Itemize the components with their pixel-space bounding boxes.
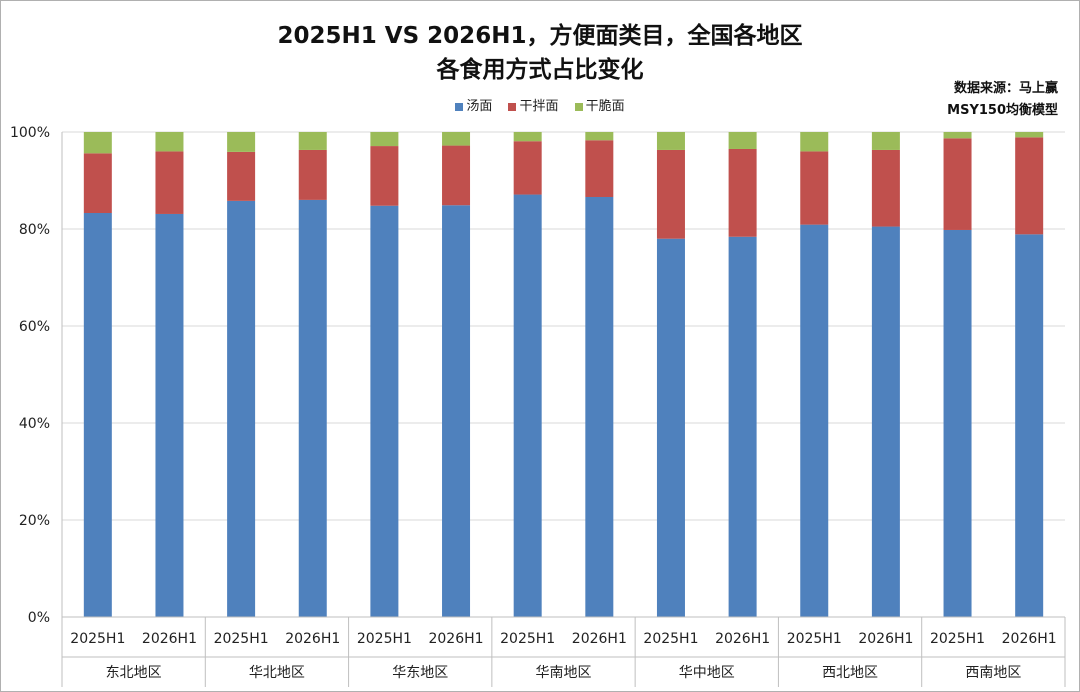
bar-segment-干拌面 <box>227 151 256 201</box>
bar-segment-汤面 <box>871 226 900 617</box>
x-tick-label: 2025H1 <box>500 631 555 647</box>
bar-segment-干脆面 <box>585 132 614 141</box>
bar-segment-干脆面 <box>370 132 399 147</box>
bar-segment-干拌面 <box>800 151 829 225</box>
legend-label-汤面: 汤面 <box>466 99 493 114</box>
y-tick-label: 100% <box>10 125 50 141</box>
bar-segment-干脆面 <box>800 132 829 152</box>
bar-segment-汤面 <box>1015 234 1044 617</box>
group-label: 华南地区 <box>536 665 592 681</box>
group-label: 华北地区 <box>249 665 305 681</box>
chart-title-line-1: 2025H1 VS 2026H1，方便面类目，全国各地区 <box>277 23 803 49</box>
chart-title-line-2: 各食用方式占比变化 <box>436 57 644 83</box>
x-tick-label: 2025H1 <box>930 631 985 647</box>
bar-segment-干拌面 <box>871 149 900 227</box>
bar-segment-干脆面 <box>943 132 972 139</box>
data-source: 数据来源：马上赢 <box>953 81 1058 96</box>
legend-item-干脆面: 干脆面 <box>574 95 625 114</box>
group-label: 西北地区 <box>822 665 878 681</box>
legend-label-干拌面: 干拌面 <box>519 99 559 114</box>
bar-segment-干脆面 <box>656 132 685 150</box>
bar-segment-干拌面 <box>442 145 471 206</box>
bar-segment-干拌面 <box>513 141 542 195</box>
bar-segment-干拌面 <box>1015 137 1044 235</box>
group-label: 华中地区 <box>679 665 735 681</box>
bar-segment-汤面 <box>943 229 972 617</box>
bar-segment-干拌面 <box>370 146 399 206</box>
bar-segment-汤面 <box>155 213 184 617</box>
bar-segment-汤面 <box>83 212 112 617</box>
x-tick-label: 2026H1 <box>858 631 913 647</box>
bar-segment-汤面 <box>513 194 542 617</box>
y-tick-label: 0% <box>28 610 50 626</box>
bar-segment-干脆面 <box>513 132 542 142</box>
x-tick-label: 2026H1 <box>572 631 627 647</box>
bar-segment-干脆面 <box>871 132 900 150</box>
bar-segment-干拌面 <box>298 149 327 200</box>
x-tick-label: 2025H1 <box>70 631 125 647</box>
legend-item-干拌面: 干拌面 <box>508 95 559 114</box>
x-tick-label: 2025H1 <box>357 631 412 647</box>
bar-segment-干拌面 <box>585 140 614 197</box>
bar-segment-干拌面 <box>656 149 685 239</box>
legend-label-干脆面: 干脆面 <box>585 99 625 114</box>
data-model: MSY150均衡模型 <box>947 103 1058 118</box>
x-tick-label: 2026H1 <box>715 631 770 647</box>
group-label: 华东地区 <box>392 665 448 681</box>
legend-swatch-汤面 <box>455 102 464 111</box>
y-tick-label: 20% <box>19 513 50 529</box>
y-tick-label: 80% <box>19 222 50 238</box>
bar-segment-汤面 <box>800 224 829 617</box>
x-tick-label: 2025H1 <box>214 631 269 647</box>
bar-segment-汤面 <box>442 205 471 618</box>
bar-segment-汤面 <box>370 205 399 617</box>
group-label: 东北地区 <box>106 665 162 681</box>
legend-swatch-干拌面 <box>508 102 517 111</box>
bar-segment-干脆面 <box>728 132 757 149</box>
legend-swatch-干脆面 <box>574 102 583 111</box>
x-tick-label: 2025H1 <box>787 631 842 647</box>
bar-segment-干脆面 <box>227 132 256 152</box>
legend-item-汤面: 汤面 <box>455 95 492 114</box>
x-tick-label: 2026H1 <box>1002 631 1057 647</box>
group-label: 西南地区 <box>965 665 1021 681</box>
bar-segment-汤面 <box>585 196 614 618</box>
bar-segment-汤面 <box>656 238 685 617</box>
y-tick-label: 60% <box>19 319 50 335</box>
legend: 汤面 干拌面 干脆面 <box>0 95 1080 114</box>
bar-segment-干拌面 <box>155 151 184 214</box>
bar-segment-干拌面 <box>943 138 972 230</box>
bar-segment-汤面 <box>227 200 256 617</box>
x-tick-label: 2025H1 <box>643 631 698 647</box>
bar-segment-干脆面 <box>298 132 327 150</box>
x-tick-label: 2026H1 <box>285 631 340 647</box>
bar-segment-干脆面 <box>442 132 471 146</box>
y-tick-label: 40% <box>19 416 50 432</box>
bar-segment-汤面 <box>298 199 327 617</box>
x-tick-label: 2026H1 <box>142 631 197 647</box>
bar-segment-汤面 <box>728 236 757 617</box>
bar-segment-干拌面 <box>728 148 757 237</box>
bar-segment-干脆面 <box>155 132 184 152</box>
bar-segment-干脆面 <box>1015 132 1044 138</box>
bar-segment-干脆面 <box>83 132 112 154</box>
bar-segment-干拌面 <box>83 153 112 213</box>
x-tick-label: 2026H1 <box>428 631 483 647</box>
